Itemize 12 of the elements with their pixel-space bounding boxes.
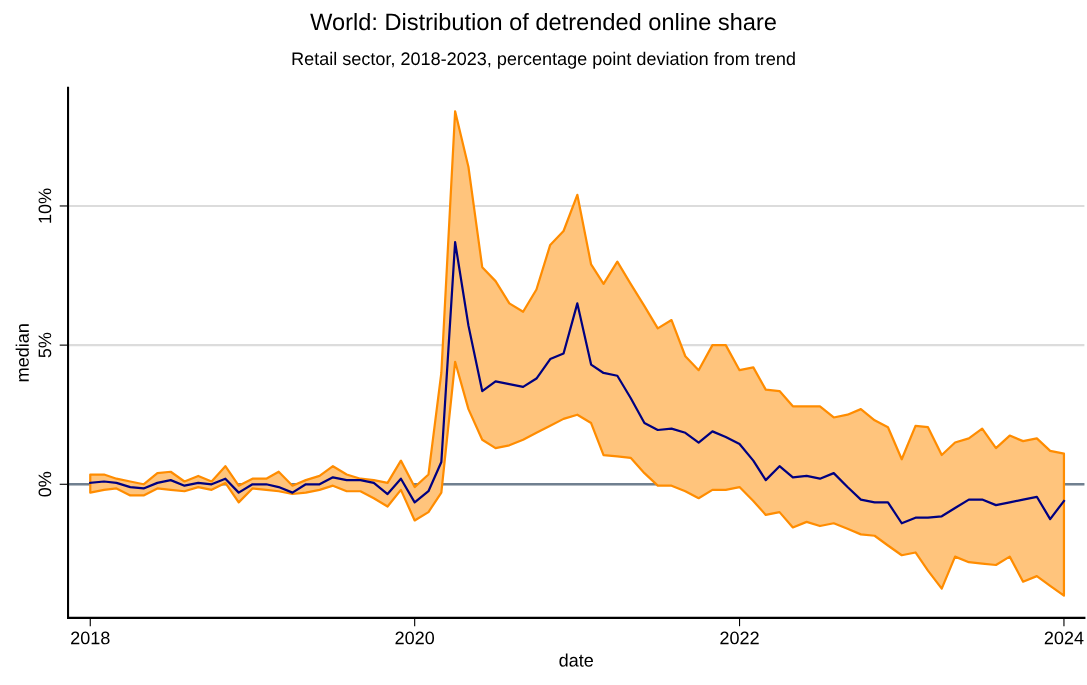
y-tick-label: 10% bbox=[38, 188, 52, 223]
x-tick-label: 2020 bbox=[395, 631, 435, 645]
x-axis-title: date bbox=[559, 653, 593, 667]
x-tick-label: 2024 bbox=[1044, 631, 1084, 645]
y-tick-label: 0% bbox=[38, 471, 52, 497]
chart-subtitle: Retail sector, 2018-2023, percentage point deviation from trend bbox=[292, 51, 795, 69]
chart-title: World: Distribution of detrended online share bbox=[310, 12, 776, 31]
x-tick-label: 2022 bbox=[720, 631, 759, 645]
x-tick-label: 2018 bbox=[71, 631, 110, 645]
y-tick-label: 5% bbox=[38, 332, 52, 358]
y-axis-title: median bbox=[15, 324, 29, 382]
line-series bbox=[89, 241, 1066, 525]
